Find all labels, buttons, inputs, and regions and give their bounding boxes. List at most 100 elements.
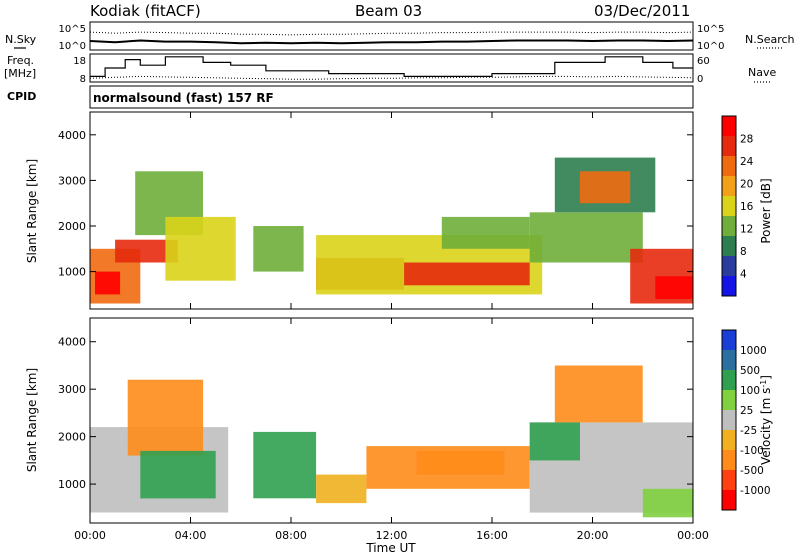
time-tick-label: 12:00 xyxy=(376,529,408,542)
velocity-colorbar-tick-label: -1000 xyxy=(740,485,771,497)
velocity-colorbar-swatch xyxy=(722,430,736,451)
velocity-ytick-tick-label: 4000 xyxy=(58,336,86,349)
power-heatmap-cells xyxy=(90,157,693,304)
time-tick-label: 00:00 xyxy=(677,529,709,542)
velocity-yaxis: 1000 2000 3000 4000 xyxy=(58,336,693,491)
velocity-cell-4 xyxy=(316,474,367,504)
frequency-line xyxy=(90,56,693,78)
velocity-colorbar-tick-label: 1000 xyxy=(740,345,767,357)
nsky-line xyxy=(89,39,694,45)
cpid-text: normalsound (fast) 157 RF xyxy=(93,91,274,105)
velocity-cell-9 xyxy=(529,422,580,461)
velocity-colorbar-label: Velocity [m s-1] xyxy=(759,375,774,465)
frequency-panel-frame xyxy=(89,53,694,83)
velocity-colorbar-swatch xyxy=(722,490,736,511)
power-cell-4 xyxy=(165,216,236,281)
velocity-colorbar-tick-label: 500 xyxy=(740,365,760,377)
power-colorbar-swatch xyxy=(722,236,736,257)
power-colorbar-swatch xyxy=(722,216,736,237)
power-yaxis: 1000 2000 3000 4000 xyxy=(58,129,693,279)
velocity-colorbar-tick-label: 100 xyxy=(740,385,760,397)
nave-ytick-bottom: 0 xyxy=(697,74,703,85)
station-title: Kodiak (fitACF) xyxy=(90,2,201,20)
power-colorbar-swatch xyxy=(722,116,736,137)
velocity-colorbar-swatch xyxy=(722,470,736,491)
power-colorbar-tick-label: 28 xyxy=(740,134,753,146)
nave-line xyxy=(89,75,694,80)
velocity-cell-10 xyxy=(642,488,694,518)
time-tick-label: 04:00 xyxy=(175,529,207,542)
power-colorbar-tick-label: 16 xyxy=(740,201,754,213)
power-colorbar-swatch xyxy=(722,156,736,177)
noise-ytick-top-left: 10^5 xyxy=(59,24,86,35)
power-panel: 1000 2000 3000 4000 Slant Range [km] xyxy=(25,111,694,310)
power-cell-5 xyxy=(253,226,304,272)
date-title: 03/Dec/2011 xyxy=(594,2,690,20)
velocity-ylabel: Slant Range [km] xyxy=(25,368,39,472)
velocity-colorbar-tick-label: -25 xyxy=(740,425,757,437)
power-cell-12 xyxy=(579,171,631,204)
nsearch-label: N.Search xyxy=(745,33,795,46)
power-cell-14 xyxy=(655,276,693,299)
power-colorbar-swatch xyxy=(722,136,736,157)
power-colorbar-tick-label: 8 xyxy=(740,246,747,258)
nsky-label: N.Sky xyxy=(5,33,37,46)
time-axis: 00:00 04:00 08:00 12:00 16:00 20:00 00:00 xyxy=(74,112,709,542)
freq-ytick-bottom: 8 xyxy=(80,74,86,85)
power-colorbar-swatch xyxy=(722,196,736,217)
beam-title: Beam 03 xyxy=(355,2,422,20)
time-tick-label: 20:00 xyxy=(577,529,609,542)
power-cell-10 xyxy=(529,212,643,263)
freq-ytick-top: 18 xyxy=(73,56,86,67)
velocity-colorbar-swatch xyxy=(722,410,736,431)
power-cell-2 xyxy=(115,239,178,263)
time-tick-label: 00:00 xyxy=(74,529,106,542)
velocity-cell-2 xyxy=(140,450,216,499)
power-colorbar-frame xyxy=(721,115,737,297)
nave-ytick-top: 60 xyxy=(697,56,710,67)
velocity-colorbar-swatch xyxy=(722,450,736,471)
power-colorbar-label: Power [dB] xyxy=(759,178,773,243)
velocity-ytick-tick-label: 3000 xyxy=(58,383,86,396)
frequency-series xyxy=(89,56,694,80)
velocity-cell-6 xyxy=(416,450,505,475)
power-colorbar-swatch xyxy=(722,276,736,297)
velocity-colorbar-tick-label: -500 xyxy=(740,465,764,477)
cpid-label: CPID xyxy=(7,90,36,103)
power-colorbar-tick-label: 4 xyxy=(740,269,747,281)
time-axis-label: Time UT xyxy=(365,541,416,554)
power-cell-8 xyxy=(404,262,530,286)
power-ylabel: Slant Range [km] xyxy=(25,159,39,263)
power-colorbar: 28 24 20 16 12 8 4 Power [dB] xyxy=(721,115,773,297)
velocity-heatmap-cells xyxy=(90,365,694,518)
power-cell-1 xyxy=(95,271,121,295)
cpid-panel-frame xyxy=(89,85,694,109)
noise-ytick-bottom-left: 10^0 xyxy=(59,41,86,52)
freq-label: Freq. xyxy=(7,54,34,67)
velocity-colorbar-tick-label: -100 xyxy=(740,445,764,457)
velocity-colorbar-swatch xyxy=(722,370,736,391)
velocity-colorbar-swatch xyxy=(722,330,736,351)
power-colorbar-tick-label: 12 xyxy=(740,224,753,236)
time-tick-label: 08:00 xyxy=(275,529,307,542)
velocity-ytick-tick-label: 2000 xyxy=(58,431,86,444)
noise-ytick-bottom-right: 10^0 xyxy=(697,41,724,52)
velocity-cell-1 xyxy=(127,379,204,456)
nsearch-line xyxy=(89,31,694,36)
power-ytick-tick-label: 3000 xyxy=(58,174,86,187)
velocity-colorbar-frame xyxy=(721,329,737,511)
velocity-cell-3 xyxy=(253,431,317,499)
noise-panel-frame xyxy=(89,21,694,51)
velocity-ytick-tick-label: 1000 xyxy=(58,478,86,491)
velocity-colorbar-swatch xyxy=(722,350,736,371)
velocity-colorbar-swatch xyxy=(722,390,736,411)
noise-ytick-top-right: 10^5 xyxy=(697,24,724,35)
time-tick-label: 16:00 xyxy=(476,529,508,542)
power-colorbar-tick-label: 24 xyxy=(740,156,754,168)
power-ytick-tick-label: 1000 xyxy=(58,266,86,279)
noise-series xyxy=(89,31,694,45)
velocity-colorbar-tick-label: 25 xyxy=(740,405,753,417)
power-colorbar-swatch xyxy=(722,176,736,197)
frequency-panel: 18 8 60 0 xyxy=(73,53,710,85)
